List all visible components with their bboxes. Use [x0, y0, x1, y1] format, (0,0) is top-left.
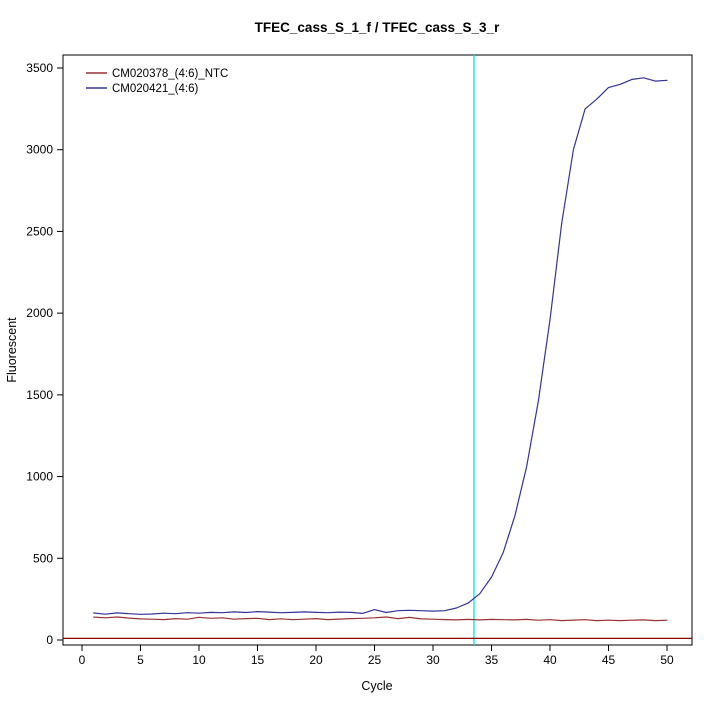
plot-border	[62, 54, 693, 646]
legend-label: CM020421_(4:6)	[112, 83, 198, 95]
plot-area: 0 5 10 15 20 25 30 35 40 45 5005001000150020002500…	[26, 54, 693, 667]
chart-title: TFEC_cass_S_1_f / TFEC_cass_S_3_r	[255, 20, 500, 35]
x-tick-label: 40	[543, 653, 557, 667]
x-tick-label: 10	[192, 653, 206, 667]
x-tick-label: 45	[602, 653, 616, 667]
y-tick-label: 3000	[26, 143, 53, 157]
y-tick-label: 0	[46, 633, 53, 647]
x-tick-label: 15	[251, 653, 265, 667]
x-tick-label: 50	[660, 653, 674, 667]
legend-label: CM020378_(4:6)_NTC	[112, 68, 228, 80]
y-tick-label: 1500	[26, 388, 53, 402]
y-axis-label: Fluorescent	[5, 317, 19, 383]
x-tick-label: 35	[485, 653, 499, 667]
series-line	[93, 77, 668, 615]
x-axis-label: Cycle	[361, 679, 392, 693]
legend: CM020378_(4:6)_NTC CM020421_(4:6)	[86, 68, 228, 95]
y-tick-label: 500	[33, 551, 53, 565]
y-tick-label: 3500	[26, 61, 53, 75]
x-tick-label: 30	[426, 653, 440, 667]
x-tick-label: 25	[368, 653, 382, 667]
x-tick-label: 20	[309, 653, 323, 667]
x-tick-label: 5	[137, 653, 144, 667]
y-tick-label: 2500	[26, 224, 53, 238]
x-tick-label: 0	[79, 653, 86, 667]
y-tick-label: 2000	[26, 306, 53, 320]
series-line	[93, 616, 668, 622]
y-tick-label: 1000	[26, 470, 53, 484]
